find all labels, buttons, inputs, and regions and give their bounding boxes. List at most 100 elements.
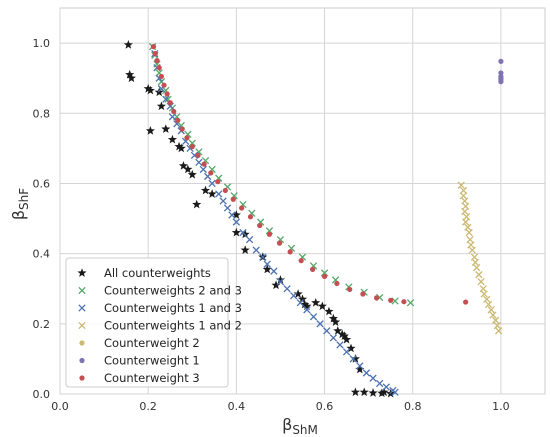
- data-point: [309, 313, 318, 321]
- data-point: [167, 100, 173, 106]
- data-point: [271, 280, 281, 290]
- data-point: [125, 69, 135, 79]
- data-point: [263, 260, 271, 268]
- data-point: [123, 40, 133, 49]
- legend-label: Counterweights 1 and 2: [104, 319, 242, 333]
- data-point: [164, 91, 170, 97]
- x-tick-label: 0.2: [139, 400, 157, 413]
- data-point: [232, 218, 241, 226]
- data-point: [467, 241, 475, 249]
- data-point: [359, 387, 369, 397]
- data-point: [471, 258, 479, 267]
- data-point: [323, 327, 331, 335]
- data-point: [334, 280, 340, 287]
- legend-label: Counterweights 1 and 3: [104, 301, 242, 315]
- legend-label: All counterweights: [104, 266, 211, 280]
- data-point: [321, 273, 328, 280]
- data-point: [223, 204, 232, 212]
- data-point: [208, 170, 214, 176]
- data-point: [178, 161, 189, 170]
- x-tick-label: 0.4: [228, 400, 246, 413]
- series-3: [151, 49, 399, 396]
- data-point: [480, 290, 488, 298]
- data-point: [168, 113, 177, 121]
- data-point: [311, 297, 321, 307]
- legend-marker: [79, 375, 85, 381]
- legend-marker: [78, 304, 86, 312]
- data-point: [174, 141, 184, 151]
- data-point: [368, 388, 378, 397]
- y-tick-label: 0.0: [33, 388, 51, 401]
- data-point: [176, 143, 186, 153]
- data-point: [465, 228, 473, 237]
- data-point: [156, 65, 162, 71]
- x-tick-label: 0.6: [316, 400, 334, 413]
- data-point: [388, 297, 394, 303]
- data-point: [283, 285, 291, 293]
- data-point: [252, 246, 260, 254]
- data-point: [346, 343, 356, 353]
- data-point: [192, 199, 202, 209]
- data-point: [298, 258, 304, 264]
- data-point: [459, 186, 468, 195]
- data-point: [266, 231, 273, 237]
- data-point: [175, 117, 181, 123]
- data-point: [183, 164, 193, 174]
- data-point: [406, 299, 415, 307]
- y-tick-label: 0.8: [33, 107, 51, 120]
- data-point: [461, 218, 470, 226]
- series-layer: [123, 40, 504, 398]
- x-axis-label: βShM: [282, 415, 318, 437]
- data-point: [219, 197, 227, 205]
- data-point: [484, 300, 493, 309]
- grid-lines: [59, 8, 545, 395]
- data-point: [184, 135, 190, 141]
- y-tick-label: 0.4: [33, 248, 51, 261]
- y-tick-labels: 0.0 0.2 0.4 0.6 0.8 1.0: [33, 37, 51, 401]
- data-point: [328, 313, 338, 323]
- data-point: [245, 235, 254, 244]
- data-point: [356, 362, 364, 370]
- data-point: [493, 321, 502, 330]
- data-point: [276, 278, 285, 286]
- legend-item: Counterweight 1: [79, 354, 200, 368]
- data-point: [240, 245, 250, 255]
- data-point: [247, 214, 254, 220]
- data-point: [349, 355, 357, 363]
- legend-item: Counterweight 3: [79, 371, 200, 385]
- data-point: [126, 73, 136, 83]
- data-point: [316, 320, 324, 328]
- data-point: [290, 292, 298, 300]
- data-point: [187, 169, 197, 179]
- data-point: [489, 311, 497, 319]
- y-axis-label-main: β: [9, 210, 28, 220]
- data-point: [459, 192, 468, 200]
- y-tick-label: 0.6: [33, 177, 51, 190]
- data-point: [161, 124, 171, 133]
- legend-marker: [79, 357, 85, 364]
- data-point: [498, 79, 504, 85]
- data-point: [360, 291, 366, 297]
- y-axis-label: βShF: [9, 188, 31, 220]
- data-point: [300, 299, 310, 309]
- legend: All counterweights Counterweights 2 and 3…: [65, 257, 242, 388]
- data-point: [276, 240, 283, 246]
- data-point: [195, 158, 203, 167]
- data-point: [350, 387, 360, 397]
- data-point: [231, 227, 241, 237]
- data-point: [230, 196, 236, 202]
- data-point: [487, 306, 495, 314]
- data-point: [297, 294, 308, 304]
- data-point: [154, 58, 160, 64]
- legend-item: Counterweights 1 and 3: [78, 301, 242, 315]
- data-point: [401, 299, 407, 305]
- data-point: [498, 58, 504, 64]
- legend-label: Counterweights 2 and 3: [104, 284, 242, 298]
- data-point: [375, 379, 384, 388]
- legend-marker: [78, 286, 86, 295]
- y-tick-label: 1.0: [33, 37, 51, 50]
- x-tick-label: 1.0: [492, 400, 510, 413]
- data-point: [231, 210, 241, 219]
- data-point: [215, 190, 223, 198]
- data-point: [150, 44, 157, 50]
